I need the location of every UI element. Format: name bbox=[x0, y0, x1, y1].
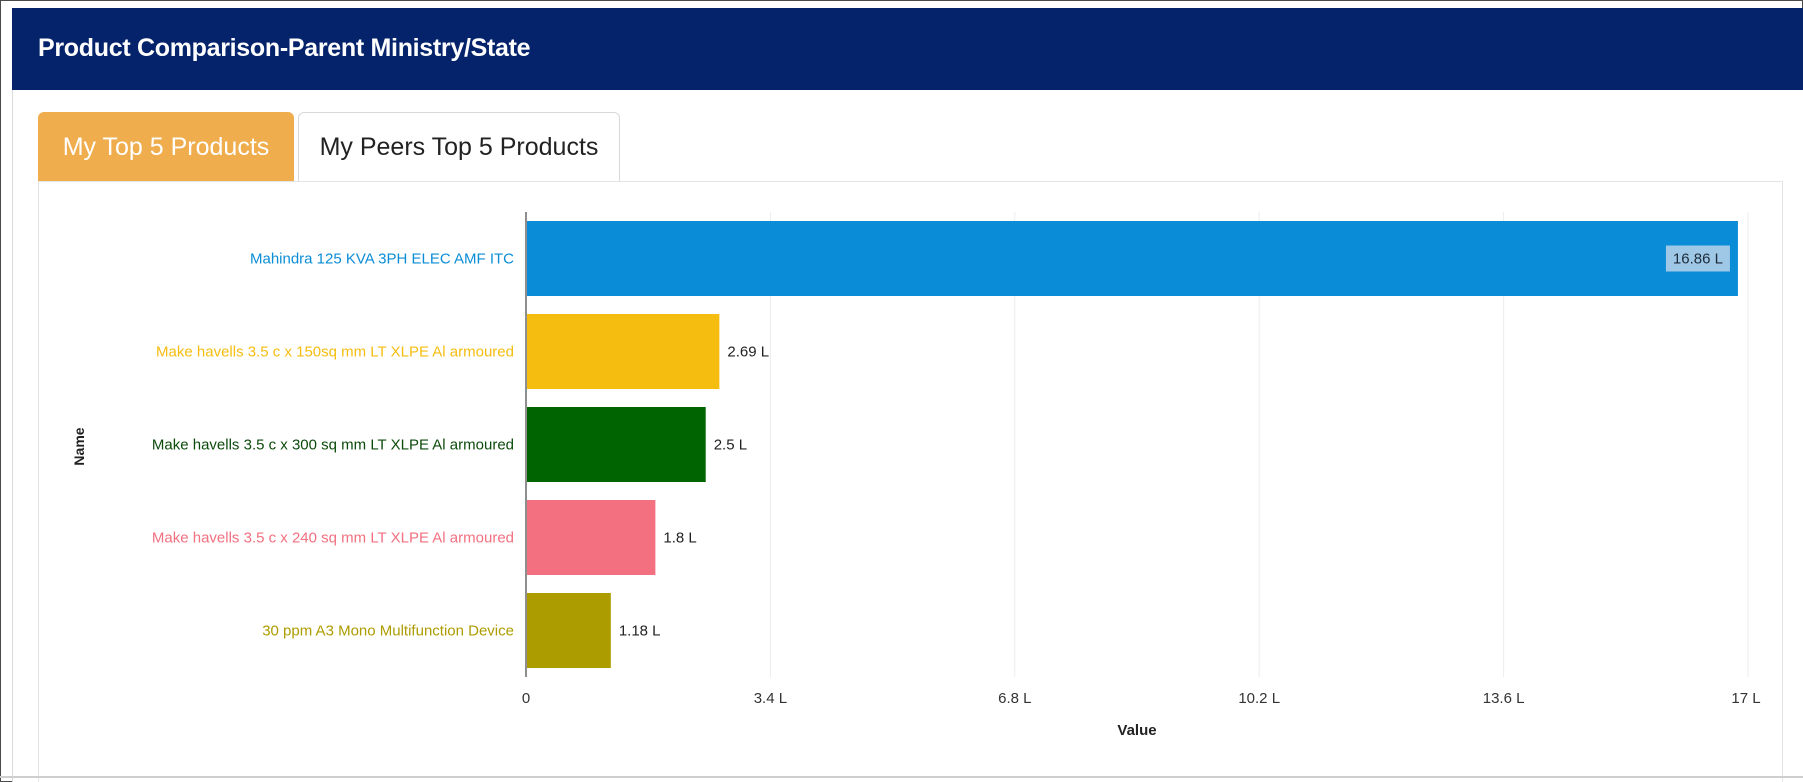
tab-my-peers-top-5-products[interactable]: My Peers Top 5 Products bbox=[298, 112, 620, 182]
bar bbox=[527, 500, 656, 575]
tab-label: My Top 5 Products bbox=[62, 132, 270, 161]
data-label: 1.18 L bbox=[619, 623, 661, 640]
category-label: Mahindra 125 KVA 3PH ELEC AMF ITC bbox=[250, 251, 514, 268]
x-tick-label: 6.8 L bbox=[998, 690, 1031, 707]
category-label: Make havells 3.5 c x 150sq mm LT XLPE Al… bbox=[156, 344, 514, 361]
tab-label: My Peers Top 5 Products bbox=[319, 133, 599, 161]
x-tick-label: 0 bbox=[522, 690, 530, 707]
chart-container bbox=[38, 181, 1783, 782]
data-label: 1.8 L bbox=[663, 530, 696, 547]
bar bbox=[527, 593, 611, 668]
panel-header: Product Comparison-Parent Ministry/State bbox=[12, 8, 1803, 90]
data-label-bg bbox=[1665, 245, 1730, 272]
category-label: Make havells 3.5 c x 240 sq mm LT XLPE A… bbox=[152, 530, 514, 547]
category-label: Make havells 3.5 c x 300 sq mm LT XLPE A… bbox=[152, 437, 514, 454]
category-label: 30 ppm A3 Mono Multifunction Device bbox=[262, 623, 514, 640]
bar bbox=[527, 221, 1738, 296]
data-label: 16.86 L bbox=[1673, 251, 1723, 268]
x-tick-label: 3.4 L bbox=[754, 690, 787, 707]
bar bbox=[527, 314, 720, 389]
x-tick-label: 17 L bbox=[1731, 690, 1760, 707]
bottom-divider bbox=[0, 776, 1803, 778]
data-label: 2.5 L bbox=[714, 437, 747, 454]
panel-title: Product Comparison-Parent Ministry/State bbox=[38, 34, 531, 62]
x-axis-title: Value bbox=[1117, 722, 1156, 739]
x-tick-label: 10.2 L bbox=[1238, 690, 1280, 707]
data-label: 2.69 L bbox=[727, 344, 769, 361]
y-axis-title: Name bbox=[71, 427, 87, 465]
bar bbox=[527, 407, 706, 482]
panel-body bbox=[12, 90, 1803, 782]
x-tick-label: 13.6 L bbox=[1483, 690, 1525, 707]
